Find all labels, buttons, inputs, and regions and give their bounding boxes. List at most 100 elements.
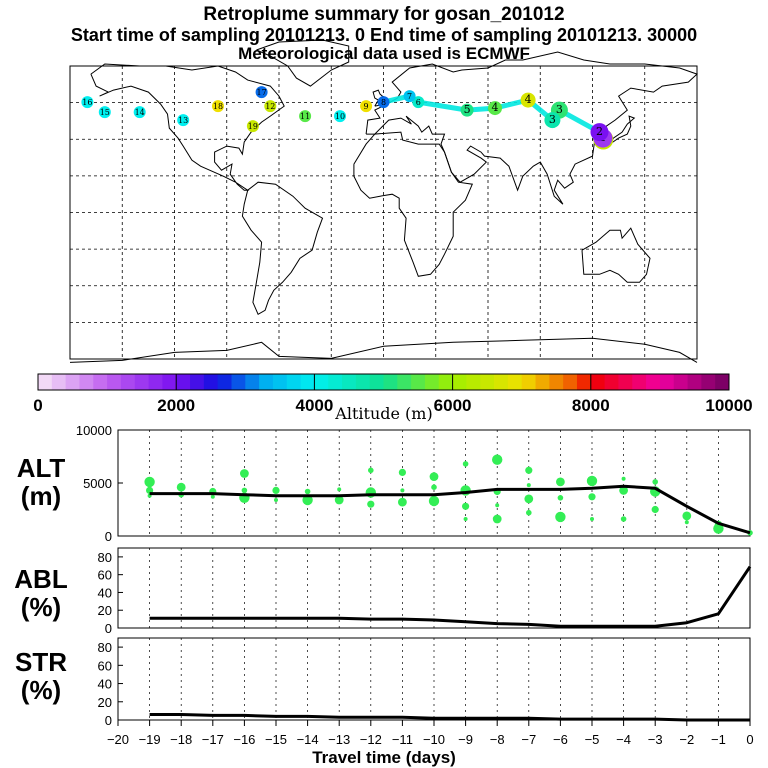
x-tick-label: −4	[616, 732, 631, 747]
alt-scatter-point	[428, 495, 440, 507]
y-tick-label: 80	[98, 550, 112, 565]
colorbar-segment	[134, 374, 149, 390]
colorbar-segment	[466, 374, 481, 390]
x-tick-label: −2	[679, 732, 694, 747]
plume-marker	[334, 110, 346, 123]
x-tick-label: −8	[490, 732, 505, 747]
colorbar-segment	[549, 374, 564, 390]
alt-scatter-point	[367, 500, 375, 508]
y-tick-label: 0	[105, 713, 112, 728]
alt-scatter-point	[462, 461, 469, 467]
colorbar-segment	[452, 374, 467, 390]
alt-scatter-point	[588, 493, 596, 501]
plume-marker-label: 17	[257, 88, 267, 97]
x-tick-label: −9	[458, 732, 473, 747]
colorbar-segment	[79, 374, 94, 390]
panel-abl	[117, 547, 752, 629]
plume-marker-label: 6	[416, 98, 421, 107]
alt-scatter-point	[398, 497, 407, 507]
plume-marker	[520, 92, 536, 108]
series-line-abl	[149, 565, 752, 628]
colorbar-segment	[259, 374, 274, 390]
coast-south-america	[241, 181, 324, 316]
x-tick-label: −13	[328, 732, 350, 747]
plume-marker	[412, 96, 425, 109]
alt-scatter-point	[526, 483, 531, 488]
plume-marker-label: 8	[381, 98, 386, 107]
x-tick-label: −20	[107, 732, 129, 747]
plume-marker-label: 4	[492, 101, 499, 114]
alt-scatter-point	[713, 523, 724, 534]
colorbar-frame	[37, 373, 730, 391]
colorbar-segment	[480, 374, 495, 390]
colorbar-segment	[176, 374, 191, 390]
colorbar-segment	[65, 374, 80, 390]
alt-scatter-point	[241, 487, 248, 494]
x-tick-label: −18	[170, 732, 192, 747]
colorbar-segment	[190, 374, 205, 390]
colorbar-segment	[369, 374, 384, 390]
colorbar-segment	[715, 374, 730, 390]
colorbar-segment	[397, 374, 412, 390]
colorbar-segment	[314, 374, 329, 390]
alt-scatter-point	[492, 454, 503, 465]
plume-marker-label: 13	[178, 116, 188, 125]
plume-marker-label: 15	[100, 108, 110, 117]
plume-marker-label: 12	[265, 102, 275, 111]
alt-scatter-point	[144, 476, 155, 488]
alt-scatter-point	[651, 505, 659, 514]
alt-scatter-point	[495, 503, 500, 508]
x-tick-label: 0	[746, 732, 753, 747]
colorbar-segment	[659, 374, 675, 390]
coast-north-america	[90, 63, 285, 191]
colorbar-segment	[604, 374, 619, 390]
x-tick-label: −19	[139, 732, 161, 747]
coast-africa	[353, 131, 474, 277]
alt-scatter-point	[337, 487, 342, 492]
colorbar-segment	[51, 374, 67, 390]
colorbar-segment	[618, 374, 633, 390]
colorbar-title: Altitude (m)	[335, 404, 433, 423]
colorbar-tick-label: 0	[33, 396, 42, 415]
colorbar-segment	[521, 374, 536, 390]
alt-scatter-point	[210, 494, 215, 499]
plume-marker	[264, 100, 277, 113]
coast-australia	[581, 227, 651, 283]
colorbar-segment	[300, 374, 315, 390]
colorbar-segment	[231, 374, 246, 390]
y-tick-label: 10000	[76, 423, 112, 438]
x-tick-label: −10	[423, 732, 445, 747]
alt-scatter-point	[400, 488, 405, 493]
colorbar-segment	[342, 374, 357, 390]
colorbar-segment	[245, 374, 260, 390]
met-data-note: Meteorological data used is ECMWF	[238, 44, 530, 63]
plume-marker-label: 10	[335, 112, 345, 121]
panel-title-alt: ALT (m)	[16, 453, 66, 511]
x-tick-label: −11	[392, 732, 413, 747]
plume-marker	[377, 96, 390, 109]
alt-scatter-point	[304, 488, 311, 495]
alt-scatter-point	[555, 511, 566, 523]
colorbar-segment	[632, 374, 647, 390]
alt-scatter-point	[684, 520, 689, 525]
colorbar-segment	[673, 374, 688, 390]
panel-title-str: STR (%)	[15, 647, 67, 705]
plume-marker-label: 9	[364, 102, 369, 111]
colorbar-segment	[203, 374, 219, 390]
plume-marker	[403, 90, 416, 103]
y-tick-label: 80	[98, 640, 112, 655]
plume-marker	[460, 103, 474, 117]
colorbar-segment	[162, 374, 177, 390]
panel-alt	[117, 429, 753, 537]
alt-scatter-point	[398, 468, 406, 476]
plume-marker	[360, 100, 373, 113]
colorbar-segment	[438, 374, 453, 390]
alt-scatter-point	[368, 467, 374, 474]
colorbar-segment	[576, 374, 592, 390]
colorbar-tick-label: 2000	[157, 396, 195, 415]
alt-scatter-point	[619, 486, 628, 495]
plume-marker	[590, 123, 609, 142]
colorbar-segment	[646, 374, 661, 390]
colorbar-segment	[93, 374, 108, 390]
